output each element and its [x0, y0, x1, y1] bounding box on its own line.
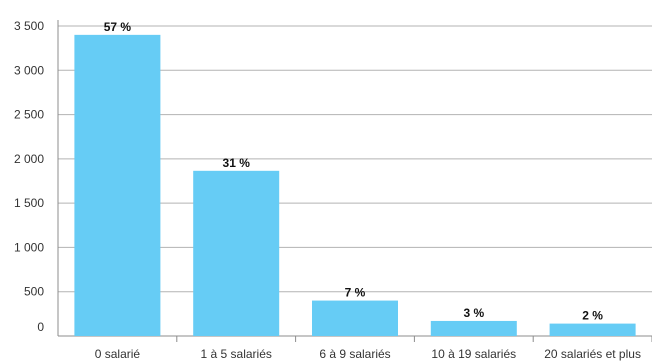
y-tick-label: 500	[24, 285, 44, 299]
data-label: 3 %	[463, 306, 484, 320]
bar	[312, 300, 398, 336]
y-tick-label: 3 500	[14, 19, 44, 33]
data-label: 2 %	[582, 309, 603, 323]
y-tick-label: 2 000	[14, 152, 44, 166]
y-tick-label: 1 500	[14, 196, 44, 210]
bar	[549, 323, 636, 336]
y-tick-label: 3 000	[14, 63, 44, 77]
x-category-label: 1 à 5 salariés	[201, 347, 272, 361]
x-category-label: 10 à 19 salariés	[431, 347, 516, 361]
bar	[430, 320, 517, 336]
bar	[193, 170, 280, 336]
data-label: 31 %	[223, 156, 251, 170]
y-tick-label: 0	[37, 320, 44, 334]
x-category-label: 6 à 9 salariés	[319, 347, 390, 361]
y-tick-label: 2 500	[14, 108, 44, 122]
x-category-label: 0 salarié	[95, 347, 141, 361]
x-category-label: 20 salariés et plus	[544, 347, 641, 361]
y-tick-label: 1 000	[14, 240, 44, 254]
data-label: 57 %	[104, 20, 132, 34]
bar	[74, 34, 161, 336]
data-label: 7 %	[345, 286, 366, 300]
